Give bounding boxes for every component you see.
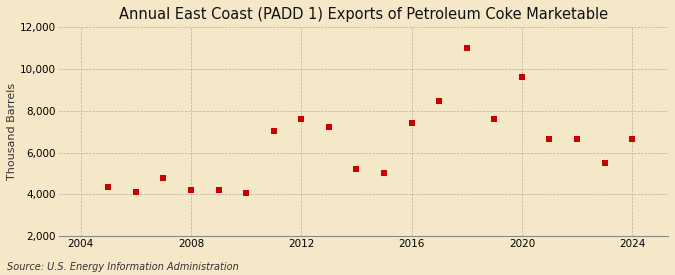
- Y-axis label: Thousand Barrels: Thousand Barrels: [7, 83, 17, 180]
- Point: [627, 137, 638, 141]
- Point: [461, 46, 472, 50]
- Point: [296, 117, 306, 121]
- Point: [379, 171, 389, 176]
- Point: [323, 125, 334, 130]
- Point: [406, 121, 417, 125]
- Point: [241, 191, 252, 196]
- Title: Annual East Coast (PADD 1) Exports of Petroleum Coke Marketable: Annual East Coast (PADD 1) Exports of Pe…: [119, 7, 608, 22]
- Point: [213, 188, 224, 192]
- Text: Source: U.S. Energy Information Administration: Source: U.S. Energy Information Administ…: [7, 262, 238, 272]
- Point: [572, 137, 583, 141]
- Point: [103, 185, 113, 189]
- Point: [544, 137, 555, 141]
- Point: [489, 117, 500, 121]
- Point: [130, 190, 141, 194]
- Point: [351, 167, 362, 171]
- Point: [434, 99, 445, 104]
- Point: [48, 202, 59, 207]
- Point: [186, 188, 196, 192]
- Point: [158, 175, 169, 180]
- Point: [599, 161, 610, 165]
- Point: [516, 75, 527, 79]
- Point: [269, 128, 279, 133]
